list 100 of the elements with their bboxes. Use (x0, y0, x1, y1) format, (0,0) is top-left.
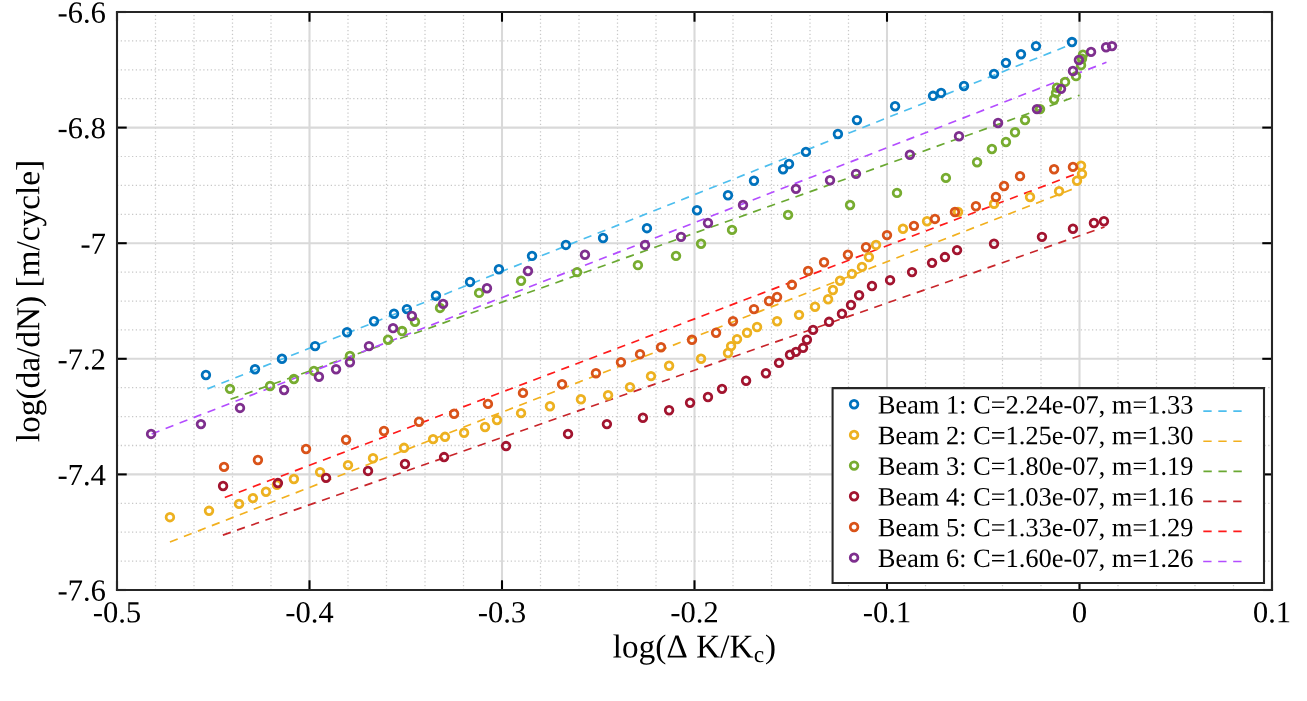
point (1036, 231, 1048, 243)
point (438, 451, 450, 463)
point (624, 381, 636, 393)
point (615, 357, 627, 368)
point (906, 266, 918, 278)
point (515, 275, 527, 286)
point (195, 418, 207, 430)
point (866, 280, 878, 292)
point (224, 383, 236, 395)
point (870, 239, 882, 251)
point (863, 251, 875, 263)
legend-label: Beam 1: C=2.24e-07, m=1.33 (878, 395, 1193, 418)
point (748, 175, 760, 186)
point (1048, 164, 1060, 175)
point (249, 363, 261, 375)
y-tick-label: -7 (81, 233, 106, 254)
point (437, 298, 449, 310)
point (1048, 94, 1060, 105)
point (560, 239, 572, 251)
point (783, 158, 795, 170)
point (387, 322, 399, 334)
point (602, 390, 614, 401)
point (800, 146, 812, 158)
point (632, 259, 644, 271)
point (1030, 40, 1042, 52)
point (992, 117, 1004, 129)
point (597, 232, 609, 244)
legend-label: Beam 5: C=1.33e-07, m=1.29 (878, 518, 1193, 541)
point (777, 164, 789, 175)
point (1071, 175, 1083, 186)
point (784, 349, 796, 360)
point (200, 369, 212, 381)
legend-label: Beam 4: C=1.03e-07, m=1.16 (878, 487, 1193, 510)
point (884, 274, 896, 286)
point (824, 174, 836, 186)
point (1053, 185, 1065, 197)
point (639, 239, 651, 251)
point (737, 199, 749, 211)
point (645, 370, 657, 382)
point (1014, 170, 1026, 182)
point (276, 353, 288, 365)
point (493, 264, 505, 275)
point (1019, 114, 1031, 126)
point (990, 191, 1002, 203)
point (842, 249, 854, 260)
point (823, 316, 835, 328)
point (388, 308, 400, 319)
point (517, 387, 529, 399)
point (1009, 127, 1021, 138)
point (382, 334, 394, 345)
y-tick-label: -6.6 (58, 2, 105, 24)
point (464, 276, 476, 288)
point (695, 353, 707, 365)
point (247, 492, 259, 504)
point (790, 346, 802, 358)
point (641, 222, 653, 234)
point (844, 199, 856, 211)
point (309, 340, 321, 352)
point (726, 224, 738, 236)
point (986, 143, 998, 155)
point (663, 405, 675, 416)
point (1098, 216, 1110, 227)
point (515, 407, 527, 419)
point (278, 384, 290, 396)
point (482, 398, 494, 410)
legend-label: Beam 3: C=1.80e-07, m=1.19 (878, 457, 1193, 479)
point (439, 431, 451, 443)
point (935, 87, 947, 99)
x-tick-label: -0.1 (863, 601, 910, 623)
point (330, 363, 342, 375)
point (881, 229, 893, 241)
point (763, 295, 775, 307)
point (342, 459, 354, 471)
point (288, 373, 300, 385)
point (396, 325, 408, 337)
point (473, 287, 485, 299)
point (927, 90, 939, 102)
point (807, 324, 819, 336)
x-axis-title: log(Δ K/K$_{c}$) (613, 634, 775, 665)
point (845, 299, 857, 311)
point (491, 414, 503, 426)
point (908, 220, 920, 232)
point (526, 250, 538, 262)
point (1106, 40, 1118, 52)
point (1067, 223, 1079, 234)
legend-label: Beam 6: C=1.60e-07, m=1.26 (878, 549, 1193, 571)
point (1055, 83, 1067, 95)
point (710, 327, 722, 338)
point (716, 383, 728, 395)
point (590, 368, 602, 379)
x-tick-label: -0.5 (93, 601, 140, 623)
point (786, 279, 798, 291)
point (378, 425, 390, 437)
point (448, 408, 460, 419)
point (479, 421, 491, 433)
point (264, 380, 276, 392)
point (522, 265, 534, 277)
point (571, 266, 583, 278)
point (363, 340, 375, 352)
point (637, 412, 649, 423)
